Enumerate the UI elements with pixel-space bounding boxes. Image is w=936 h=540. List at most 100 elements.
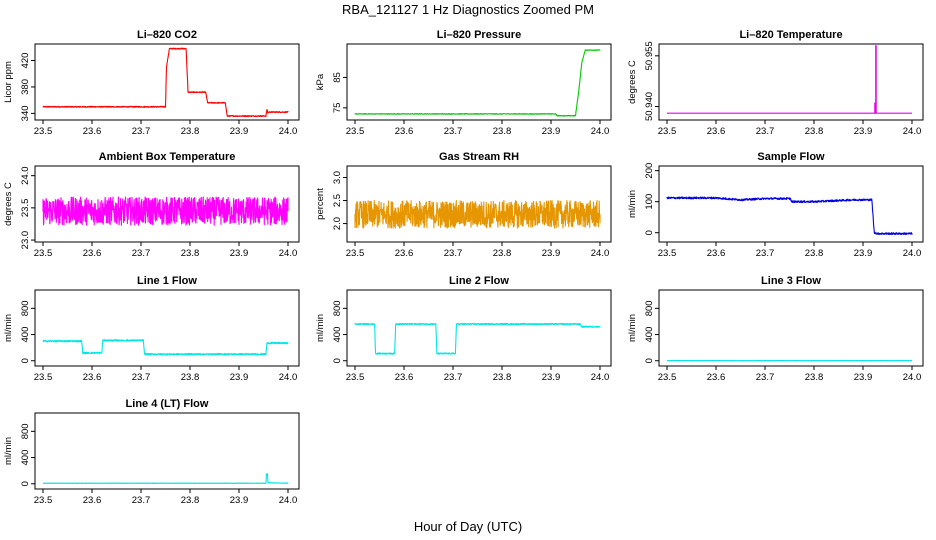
y-tick-label: 800: [644, 300, 655, 316]
panel-5: Gas Stream RH percent 23.5 23.6 23.7 23.8 23.9…: [315, 151, 612, 259]
y-tick-label: 400: [332, 327, 343, 343]
x-tick-label: 23.7: [756, 126, 775, 137]
x-tick-label: 23.5: [658, 248, 677, 259]
x-tick-label: 23.5: [34, 372, 53, 383]
y-tick-label: 50.955: [644, 41, 655, 70]
x-tick-label: 23.8: [493, 248, 512, 259]
x-tick-label: 23.6: [83, 248, 102, 259]
series-line: [42, 47, 289, 118]
panel-title: Ambient Box Temperature: [99, 151, 236, 163]
x-tick-label: 23.5: [346, 372, 365, 383]
y-tick-label: 2.5: [332, 194, 343, 207]
x-tick-label: 23.9: [230, 372, 249, 383]
x-tick-label: 23.5: [34, 495, 53, 506]
x-tick-label: 23.9: [542, 126, 561, 137]
x-tick-label: 23.6: [395, 248, 414, 259]
x-tick-label: 23.6: [83, 372, 102, 383]
plot-frame: [346, 289, 612, 367]
y-tick-label: 50.940: [644, 92, 655, 121]
x-tick-label: 23.7: [444, 126, 463, 137]
y-tick-label: 420: [20, 53, 31, 69]
x-tick-label: 23.5: [346, 248, 365, 259]
x-tick-label: 24.0: [903, 248, 922, 259]
series-line: [354, 49, 601, 117]
y-axis-label: degrees C: [3, 182, 14, 226]
x-tick-label: 24.0: [279, 372, 298, 383]
y-tick-label: 380: [20, 79, 31, 95]
x-tick-label: 23.8: [805, 372, 824, 383]
panel-8: Line 2 Flow ml/min 23.5 23.6 23.7 23.8 23.9 24.…: [315, 275, 612, 383]
y-tick-label: 340: [20, 105, 31, 121]
panel-title: Li–820 Pressure: [437, 29, 521, 41]
panel-4: Ambient Box Temperature degrees C 23.5 23.6…: [3, 151, 300, 259]
x-tick-label: 23.6: [83, 495, 102, 506]
y-axis-label: ml/min: [627, 190, 638, 218]
x-tick-label: 23.6: [395, 372, 414, 383]
y-tick-label: 400: [20, 450, 31, 466]
x-tick-label: 23.9: [542, 248, 561, 259]
y-tick-label: 800: [332, 300, 343, 316]
panel-9: Line 3 Flow ml/min 23.5 23.6 23.7 23.8 23.9 24.…: [627, 275, 924, 383]
y-tick-label: 800: [20, 300, 31, 316]
panel-title: Line 1 Flow: [137, 275, 197, 287]
x-tick-label: 23.7: [132, 495, 151, 506]
panel-10: Line 4 (LT) Flow ml/min 23.5 23.6 23.7 23.8 23…: [3, 398, 300, 506]
y-tick-label: 23.5: [20, 199, 31, 218]
plot-frame: [658, 43, 924, 121]
panel-title: Gas Stream RH: [439, 151, 519, 163]
y-axis-label: ml/min: [627, 314, 638, 342]
y-axis-label: ml/min: [3, 314, 14, 342]
x-tick-label: 23.8: [181, 372, 200, 383]
y-tick-label: 0: [644, 230, 655, 235]
y-tick-label: 3.0: [332, 171, 343, 184]
panel-title: Li–820 CO2: [137, 29, 197, 41]
plot-frame: [34, 412, 300, 490]
x-tick-label: 24.0: [279, 495, 298, 506]
x-tick-label: 23.7: [756, 248, 775, 259]
y-tick-label: 0: [20, 481, 31, 486]
plot-frame: [346, 165, 612, 243]
figure-title: RBA_121127 1 Hz Diagnostics Zoomed PM: [342, 2, 594, 17]
series-line: [42, 473, 289, 484]
x-tick-label: 23.5: [658, 126, 677, 137]
x-tick-label: 24.0: [279, 126, 298, 137]
x-tick-label: 23.6: [395, 126, 414, 137]
x-tick-label: 23.8: [181, 495, 200, 506]
y-tick-label: 0: [20, 358, 31, 363]
x-tick-label: 23.8: [181, 126, 200, 137]
x-tick-label: 24.0: [591, 248, 610, 259]
panel-title: Line 2 Flow: [449, 275, 509, 287]
x-tick-label: 24.0: [591, 126, 610, 137]
series-line: [666, 196, 913, 236]
x-tick-label: 23.7: [132, 248, 151, 259]
figure-x-axis-label: Hour of Day (UTC): [414, 519, 522, 534]
x-tick-label: 23.8: [493, 126, 512, 137]
y-tick-label: 200: [644, 163, 655, 179]
x-tick-label: 23.9: [542, 372, 561, 383]
plot-frame: [658, 165, 924, 243]
x-tick-label: 23.6: [83, 126, 102, 137]
series-line: [42, 196, 289, 226]
x-tick-label: 23.5: [34, 248, 53, 259]
x-tick-label: 24.0: [279, 248, 298, 259]
y-tick-label: 23.0: [20, 231, 31, 250]
plot-frame: [34, 289, 300, 367]
panel-1: Li–820 CO2 Licor ppm 23.5 23.6 23.7 23.8 23.9 2…: [3, 29, 300, 137]
x-tick-label: 23.7: [132, 372, 151, 383]
panel-3: Li–820 Temperature degrees C 23.5 23.6 23.7 2…: [627, 29, 924, 137]
x-tick-label: 23.8: [493, 372, 512, 383]
x-tick-label: 23.6: [707, 248, 726, 259]
plot-frame: [34, 43, 300, 121]
panel-7: Line 1 Flow ml/min 23.5 23.6 23.7 23.8 23.9 24.…: [3, 275, 300, 383]
x-tick-label: 23.8: [805, 126, 824, 137]
x-tick-label: 24.0: [903, 372, 922, 383]
plot-frame: [346, 43, 612, 121]
x-tick-label: 23.5: [34, 126, 53, 137]
x-tick-label: 23.5: [346, 126, 365, 137]
series-line: [42, 339, 289, 356]
plot-frame: [34, 165, 300, 243]
y-tick-label: 85: [332, 72, 343, 83]
series-line: [666, 45, 913, 114]
y-axis-label: percent: [315, 188, 326, 220]
